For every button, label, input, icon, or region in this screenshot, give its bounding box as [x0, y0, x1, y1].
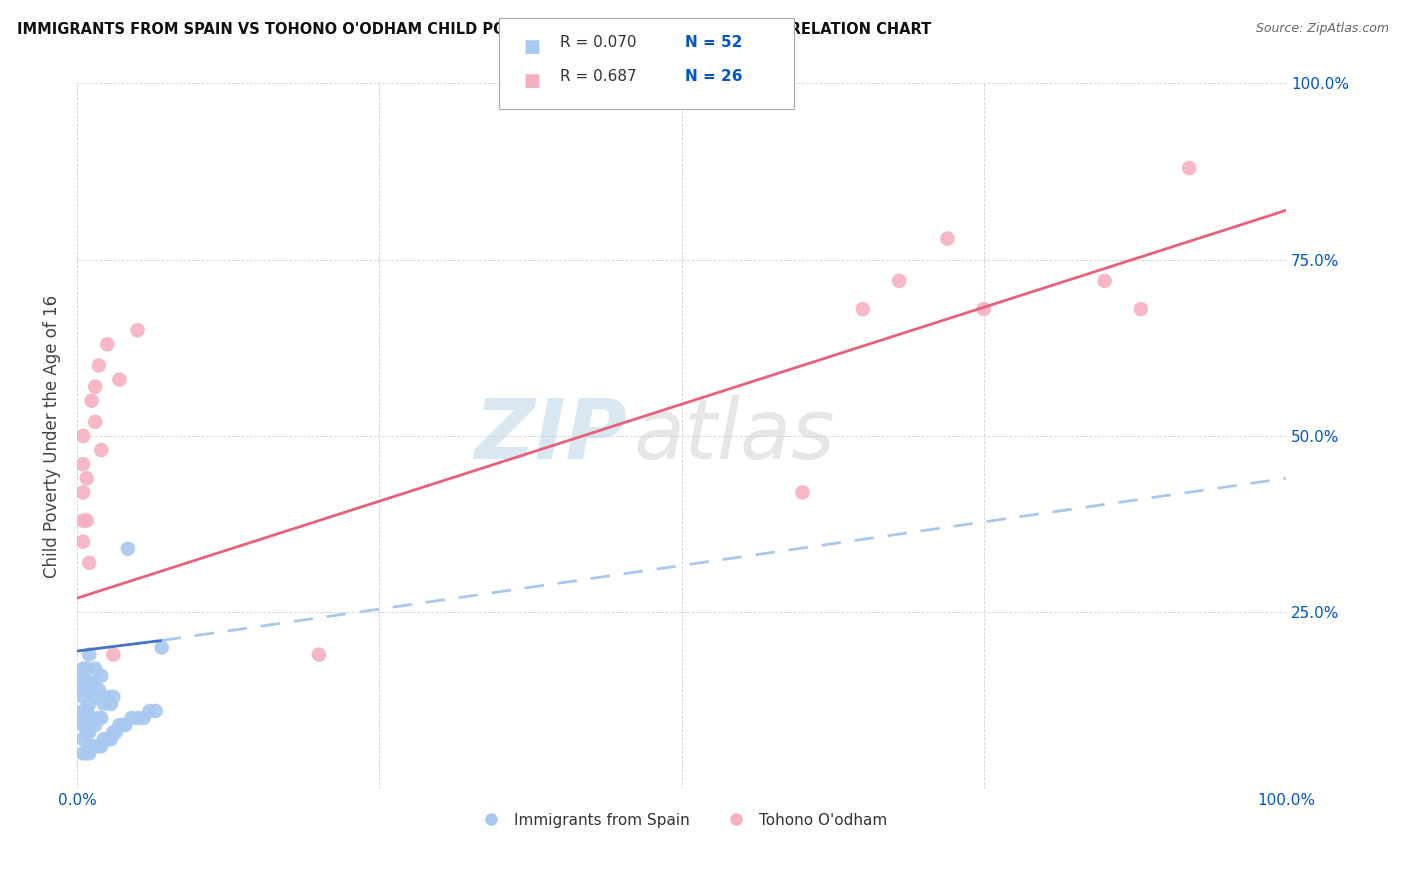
Point	[84, 718, 107, 732]
Point	[77, 675, 100, 690]
Point	[108, 718, 131, 732]
Point	[76, 662, 98, 676]
Point	[84, 690, 107, 704]
Text: N = 26: N = 26	[685, 69, 742, 84]
Point	[93, 697, 115, 711]
Point	[87, 711, 110, 725]
Point	[973, 301, 995, 316]
Text: atlas: atlas	[633, 395, 835, 476]
Point	[87, 682, 110, 697]
Point	[145, 704, 167, 718]
Point	[76, 704, 98, 718]
Point	[72, 675, 94, 690]
Point	[93, 732, 115, 747]
Text: IMMIGRANTS FROM SPAIN VS TOHONO O'ODHAM CHILD POVERTY UNDER THE AGE OF 16 CORREL: IMMIGRANTS FROM SPAIN VS TOHONO O'ODHAM …	[17, 22, 931, 37]
Point	[90, 443, 112, 458]
Point	[127, 711, 149, 725]
Point	[77, 725, 100, 739]
Point	[103, 690, 125, 704]
Point	[76, 471, 98, 485]
Text: ■: ■	[523, 38, 540, 56]
Point	[90, 711, 112, 725]
Point	[72, 669, 94, 683]
Point	[77, 697, 100, 711]
Point	[72, 732, 94, 747]
Point	[84, 662, 107, 676]
Text: ■: ■	[523, 72, 540, 90]
Point	[112, 718, 135, 732]
Point	[80, 711, 103, 725]
Point	[132, 711, 155, 725]
Point	[72, 746, 94, 760]
Point	[108, 373, 131, 387]
Point	[77, 648, 100, 662]
Text: R = 0.687: R = 0.687	[560, 69, 636, 84]
Point	[308, 648, 330, 662]
Point	[80, 393, 103, 408]
Point	[80, 739, 103, 754]
Point	[77, 746, 100, 760]
Point	[72, 711, 94, 725]
Point	[103, 648, 125, 662]
Point	[84, 739, 107, 754]
Point	[72, 457, 94, 471]
Point	[72, 662, 94, 676]
Point	[84, 415, 107, 429]
Point	[96, 337, 118, 351]
Point	[887, 274, 910, 288]
Point	[96, 690, 118, 704]
Point	[792, 485, 814, 500]
Point	[77, 556, 100, 570]
Point	[104, 725, 127, 739]
Point	[72, 690, 94, 704]
Point	[76, 746, 98, 760]
Point	[72, 704, 94, 718]
Point	[150, 640, 173, 655]
Text: ZIP: ZIP	[474, 395, 627, 476]
Point	[72, 485, 94, 500]
Point	[100, 732, 122, 747]
Point	[76, 514, 98, 528]
Point	[121, 711, 143, 725]
Point	[117, 541, 139, 556]
Legend: Immigrants from Spain, Tohono O'odham: Immigrants from Spain, Tohono O'odham	[470, 806, 893, 834]
Point	[87, 359, 110, 373]
Point	[90, 669, 112, 683]
Point	[72, 718, 94, 732]
Point	[76, 725, 98, 739]
Y-axis label: Child Poverty Under the Age of 16: Child Poverty Under the Age of 16	[44, 294, 60, 577]
Point	[103, 725, 125, 739]
Point	[100, 697, 122, 711]
Point	[1094, 274, 1116, 288]
Text: R = 0.070: R = 0.070	[560, 35, 636, 50]
Point	[127, 323, 149, 337]
Point	[114, 718, 136, 732]
Point	[1129, 301, 1152, 316]
Point	[96, 732, 118, 747]
Point	[852, 301, 875, 316]
Point	[72, 682, 94, 697]
Text: Source: ZipAtlas.com: Source: ZipAtlas.com	[1256, 22, 1389, 36]
Point	[90, 739, 112, 754]
Point	[80, 675, 103, 690]
Point	[936, 231, 959, 245]
Point	[138, 704, 160, 718]
Text: N = 52: N = 52	[685, 35, 742, 50]
Point	[72, 514, 94, 528]
Point	[72, 534, 94, 549]
Point	[87, 739, 110, 754]
Point	[72, 429, 94, 443]
Point	[1178, 161, 1201, 175]
Point	[76, 682, 98, 697]
Point	[84, 379, 107, 393]
